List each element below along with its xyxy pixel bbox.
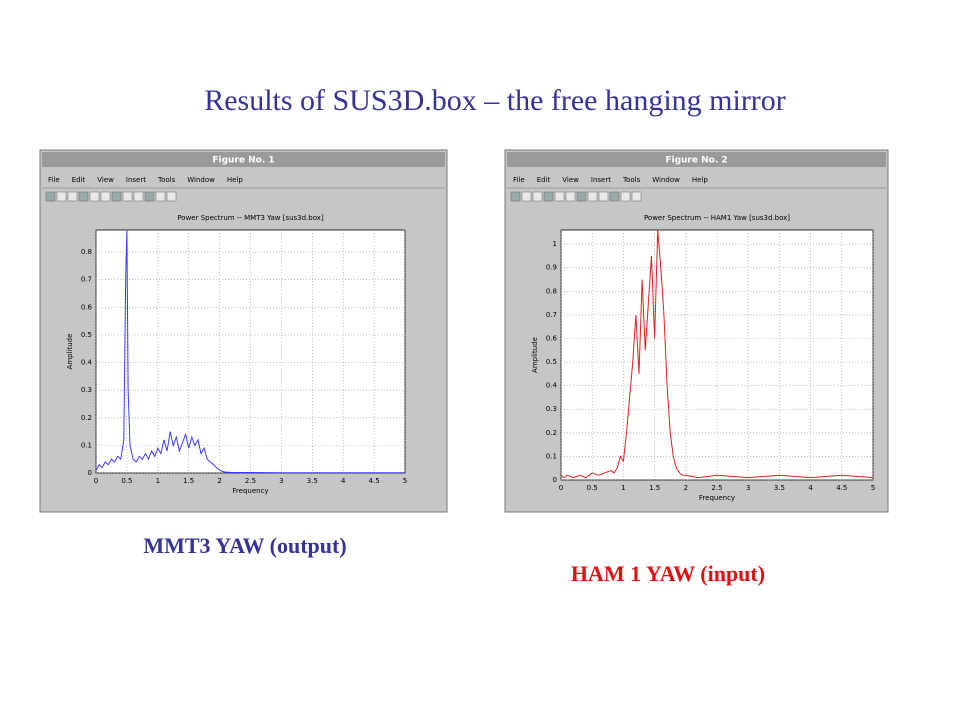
toolbar-button[interactable] — [89, 191, 100, 202]
x-tick-label: 4 — [808, 484, 813, 492]
y-tick-label: 0.7 — [546, 311, 557, 319]
menu-item[interactable]: Insert — [591, 176, 611, 184]
x-tick-label: 4.5 — [369, 477, 380, 485]
toolbar-button[interactable] — [631, 191, 642, 202]
menu-item[interactable]: Help — [692, 176, 709, 184]
window-title: Figure No. 1 — [212, 156, 274, 166]
y-tick-label: 0.3 — [546, 405, 557, 413]
toolbar-button[interactable] — [56, 191, 67, 202]
x-axis-label: Frequency — [699, 494, 735, 502]
x-tick-label: 4 — [341, 477, 346, 485]
y-tick-label: 0.2 — [546, 429, 557, 437]
toolbar-button[interactable] — [543, 191, 554, 202]
menu-item[interactable]: File — [513, 176, 525, 184]
menu-item[interactable]: View — [97, 176, 114, 184]
y-tick-label: 0.1 — [81, 441, 92, 449]
y-tick-label: 0.2 — [81, 414, 92, 422]
x-tick-label: 5 — [871, 484, 875, 492]
x-tick-label: 3.5 — [774, 484, 785, 492]
toolbar-button[interactable] — [565, 191, 576, 202]
menu-item[interactable]: Edit — [72, 176, 86, 184]
window-title: Figure No. 2 — [665, 156, 727, 166]
data-line — [96, 230, 405, 473]
x-tick-label: 1.5 — [649, 484, 660, 492]
toolbar-button[interactable] — [554, 191, 565, 202]
slide-title: Results of SUS3D.box – the free hanging … — [204, 84, 786, 117]
x-tick-label: 2 — [217, 477, 221, 485]
caption: HAM 1 YAW (input) — [571, 561, 765, 586]
toolbar-button[interactable] — [45, 191, 56, 202]
toolbar-button[interactable] — [576, 191, 587, 202]
y-tick-label: 1 — [553, 240, 557, 248]
menu-item[interactable]: View — [562, 176, 579, 184]
caption: MMT3 YAW (output) — [143, 533, 346, 558]
x-tick-label: 0 — [94, 477, 98, 485]
x-tick-label: 3 — [746, 484, 750, 492]
x-tick-label: 3.5 — [307, 477, 318, 485]
y-tick-label: 0.4 — [81, 359, 93, 367]
toolbar-button[interactable] — [155, 191, 166, 202]
x-tick-label: 0.5 — [121, 477, 132, 485]
x-tick-label: 4.5 — [836, 484, 847, 492]
title-bar — [507, 152, 886, 167]
y-axis-label: Amplitude — [531, 337, 539, 373]
menu-item[interactable]: Window — [652, 176, 680, 184]
toolbar-button[interactable] — [521, 191, 532, 202]
y-axis-label: Amplitude — [66, 334, 74, 370]
y-tick-label: 0 — [553, 476, 557, 484]
menu-item[interactable]: Tools — [157, 176, 176, 184]
toolbar-button[interactable] — [144, 191, 155, 202]
x-tick-label: 1.5 — [183, 477, 194, 485]
y-tick-label: 0 — [88, 469, 92, 477]
menu-item[interactable]: File — [48, 176, 60, 184]
y-tick-label: 0.6 — [81, 303, 93, 311]
x-tick-label: 1 — [156, 477, 160, 485]
data-line — [561, 230, 873, 479]
plot-area — [560, 229, 874, 481]
x-tick-label: 1 — [621, 484, 625, 492]
y-tick-label: 0.5 — [546, 358, 557, 366]
y-tick-label: 0.6 — [546, 334, 558, 342]
toolbar-button[interactable] — [111, 191, 122, 202]
plot-title: Power Spectrum -- HAM1 Yaw [sus3d.box] — [644, 214, 790, 222]
toolbar-button[interactable] — [100, 191, 111, 202]
toolbar-button[interactable] — [609, 191, 620, 202]
menu-item[interactable]: Help — [227, 176, 244, 184]
toolbar-button[interactable] — [67, 191, 78, 202]
menu-item[interactable]: Insert — [126, 176, 146, 184]
toolbar-button[interactable] — [587, 191, 598, 202]
plot-area — [95, 229, 406, 474]
toolbar-button[interactable] — [133, 191, 144, 202]
y-tick-label: 0.5 — [81, 331, 92, 339]
y-tick-label: 0.8 — [81, 248, 92, 256]
y-tick-label: 0.8 — [546, 287, 557, 295]
x-tick-label: 2 — [684, 484, 688, 492]
y-tick-label: 0.4 — [546, 382, 558, 390]
x-axis-label: Frequency — [232, 487, 268, 495]
y-tick-label: 0.1 — [546, 452, 557, 460]
menu-item[interactable]: Window — [187, 176, 215, 184]
toolbar-button[interactable] — [122, 191, 133, 202]
menu-item[interactable]: Edit — [537, 176, 551, 184]
y-tick-label: 0.9 — [546, 264, 557, 272]
y-tick-label: 0.7 — [81, 276, 92, 284]
x-tick-label: 2.5 — [245, 477, 256, 485]
toolbar-button[interactable] — [78, 191, 89, 202]
x-tick-label: 5 — [403, 477, 407, 485]
y-tick-label: 0.3 — [81, 386, 92, 394]
plot-title: Power Spectrum -- MMT3 Yaw [sus3d.box] — [177, 214, 324, 222]
toolbar-button[interactable] — [620, 191, 631, 202]
x-tick-label: 3 — [279, 477, 283, 485]
toolbar-button[interactable] — [510, 191, 521, 202]
x-tick-label: 0 — [559, 484, 563, 492]
toolbar-button[interactable] — [598, 191, 609, 202]
menu-item[interactable]: Tools — [622, 176, 641, 184]
x-tick-label: 0.5 — [587, 484, 598, 492]
title-bar — [42, 152, 445, 167]
x-tick-label: 2.5 — [711, 484, 722, 492]
toolbar-button[interactable] — [532, 191, 543, 202]
toolbar-button[interactable] — [166, 191, 177, 202]
